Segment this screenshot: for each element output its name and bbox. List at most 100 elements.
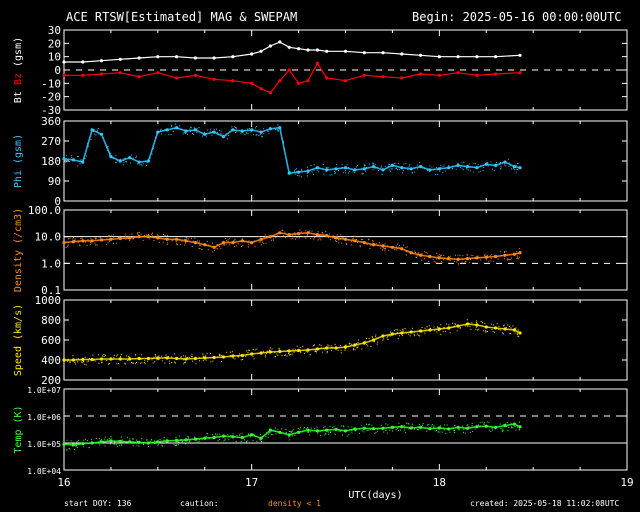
scatter-dot [273, 239, 275, 241]
scatter-dot [414, 428, 415, 430]
scatter-dot [167, 242, 169, 244]
scatter-dot [334, 343, 336, 345]
scatter-dot [332, 237, 334, 239]
scatter-dot [229, 355, 231, 357]
data-point-bt [137, 56, 141, 60]
scatter-dot [252, 440, 254, 441]
y-tick-label: -30 [41, 104, 61, 117]
scatter-dot [94, 237, 96, 239]
scatter-dot [202, 353, 204, 355]
scatter-dot [492, 331, 494, 333]
scatter-dot [345, 167, 347, 169]
scatter-dot [288, 353, 290, 355]
scatter-dot [93, 131, 94, 132]
scatter-dot [372, 240, 374, 242]
scatter-dot [182, 133, 184, 135]
scatter-dot [342, 425, 344, 427]
scatter-dot [396, 249, 398, 251]
scatter-dot [192, 240, 194, 242]
scatter-dot [389, 429, 391, 431]
scatter-dot [383, 248, 385, 250]
scatter-dot [177, 441, 179, 443]
scatter-dot [505, 327, 507, 329]
data-point-speed [128, 357, 132, 361]
scatter-dot [133, 159, 135, 161]
scatter-dot [197, 240, 199, 242]
scatter-dot [338, 242, 340, 244]
scatter-dot [274, 427, 276, 429]
scatter-dot [405, 247, 407, 249]
scatter-dot [75, 444, 77, 446]
scatter-dot [66, 155, 68, 157]
data-point-density [109, 237, 113, 241]
scatter-dot [469, 257, 471, 259]
scatter-dot [112, 156, 114, 158]
scatter-dot [275, 237, 277, 239]
scatter-dot [293, 233, 295, 235]
scatter-dot [450, 326, 452, 328]
scatter-dot [104, 436, 106, 438]
scatter-dot [326, 170, 328, 171]
scatter-dot [488, 260, 490, 262]
scatter-dot [152, 362, 154, 364]
data-point-bt [400, 52, 404, 56]
begin-timestamp: Begin: 2025-05-16 00:00:00UTC [412, 10, 622, 24]
scatter-dot [120, 436, 122, 438]
data-point-speed [90, 357, 94, 362]
scatter-dot [374, 163, 376, 165]
scatter-dot [246, 350, 248, 352]
scatter-dot [507, 254, 508, 256]
scatter-dot [418, 334, 420, 336]
scatter-dot [490, 260, 492, 262]
scatter-dot [442, 331, 444, 333]
scatter-dot [106, 238, 108, 240]
scatter-dot [120, 359, 122, 360]
scatter-dot [357, 345, 359, 347]
scatter-dot [368, 238, 370, 240]
scatter-dot [440, 333, 442, 335]
scatter-dot [227, 241, 229, 243]
scatter-dot [172, 239, 174, 241]
scatter-dot [241, 245, 243, 247]
scatter-dot [275, 431, 277, 432]
scatter-dot [151, 235, 153, 237]
scatter-dot [160, 128, 162, 130]
scatter-dot [277, 235, 278, 237]
scatter-dot [201, 439, 203, 441]
scatter-dot [271, 239, 273, 241]
data-point-bz [259, 87, 263, 91]
data-point-temp [494, 425, 498, 429]
scatter-dot [119, 158, 121, 160]
scatter-dot [220, 130, 222, 132]
scatter-dot [370, 345, 372, 347]
scatter-dot [128, 157, 130, 159]
data-point-bz [315, 61, 319, 65]
data-point-speed [372, 338, 376, 342]
x-tick-label: 19 [620, 476, 633, 489]
scatter-dot [369, 248, 371, 249]
scatter-dot [143, 362, 145, 364]
data-point-bt [156, 55, 160, 59]
scatter-dot [242, 359, 244, 360]
scatter-dot [472, 255, 474, 257]
scatter-dot [66, 439, 68, 441]
scatter-dot [87, 239, 89, 241]
scatter-dot [518, 429, 520, 431]
scatter-dot [408, 428, 410, 430]
scatter-dot [366, 244, 368, 245]
scatter-dot [451, 427, 453, 429]
scatter-dot [426, 169, 428, 171]
panel-frame [63, 209, 628, 291]
scatter-dot [292, 348, 294, 350]
scatter-dot [183, 129, 185, 131]
scatter-dot [109, 240, 111, 242]
scatter-dot [305, 237, 307, 239]
scatter-dot [429, 170, 431, 172]
scatter-dot [376, 337, 378, 339]
scatter-dot [495, 166, 497, 168]
y-tick-label: 0 [54, 64, 61, 77]
scatter-dot [292, 238, 294, 240]
y-tick-label: 400 [41, 354, 61, 367]
data-point-temp [278, 430, 282, 434]
scatter-dot [268, 132, 270, 134]
